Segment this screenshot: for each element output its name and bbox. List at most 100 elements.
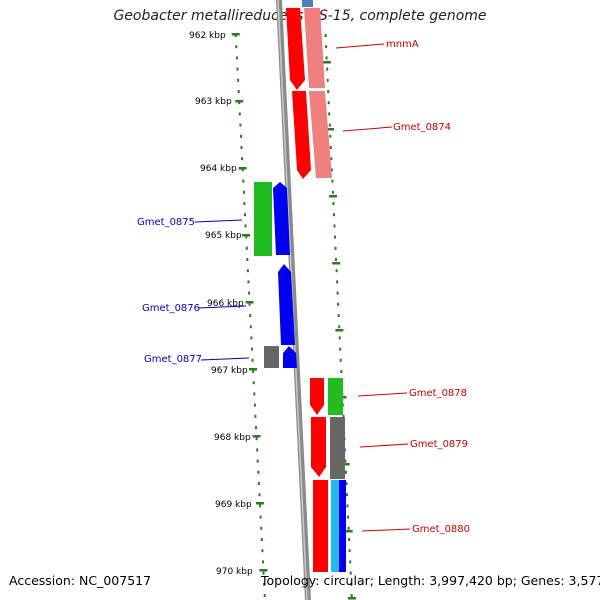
tick-mark xyxy=(349,560,352,564)
tick-mark xyxy=(245,235,248,239)
kbp-label-969: 969 kbp xyxy=(215,500,252,510)
major-tick-mark xyxy=(329,195,338,198)
gene-arrow-Gmet_0874[interactable] xyxy=(292,91,311,179)
tick-mark xyxy=(253,403,256,407)
gene-label-Gmet_0877[interactable]: Gmet_0877 xyxy=(144,354,202,365)
major-tick-mark xyxy=(341,463,350,466)
tick-mark xyxy=(345,470,347,474)
tick-mark xyxy=(257,470,260,474)
tick-mark xyxy=(243,202,246,205)
tick-mark xyxy=(236,67,239,71)
tick-mark xyxy=(235,45,238,49)
gene-label-Gmet_0876[interactable]: Gmet_0876 xyxy=(142,303,200,314)
gene-bar-mnmA[interactable] xyxy=(304,8,325,88)
genome-backbone xyxy=(276,0,311,600)
kbp-label-968: 968 kbp xyxy=(214,433,251,443)
major-tick-mark xyxy=(242,234,251,237)
tick-mark xyxy=(262,560,264,564)
tick-mark xyxy=(252,370,255,373)
tick-mark xyxy=(337,302,340,306)
tick-mark xyxy=(252,381,255,385)
tick-mark xyxy=(249,314,252,317)
major-tick-mark xyxy=(249,368,257,371)
tick-mark xyxy=(349,571,352,575)
tick-mark xyxy=(247,280,250,284)
gene-label-Gmet_0880[interactable]: Gmet_0880 xyxy=(412,524,470,535)
forward-strand-genes xyxy=(286,0,346,572)
tick-mark xyxy=(263,594,266,597)
tick-mark xyxy=(338,336,341,340)
gene-label-Gmet_0875[interactable]: Gmet_0875 xyxy=(137,217,195,228)
tick-mark xyxy=(240,146,243,149)
tick-mark xyxy=(263,582,266,586)
gene-arrow-Gmet_0878[interactable] xyxy=(310,378,324,415)
tick-mark xyxy=(331,179,334,183)
major-tick-mark xyxy=(332,262,341,265)
tick-mark xyxy=(338,325,341,329)
gene-block-top-blue[interactable] xyxy=(302,0,313,7)
tick-mark xyxy=(246,269,249,273)
major-tick-mark xyxy=(231,33,240,36)
major-tick-mark xyxy=(344,530,353,533)
tick-mark xyxy=(347,526,350,530)
tick-mark xyxy=(326,67,329,71)
tick-mark xyxy=(326,78,329,82)
gene-bar-Gmet_0880-cyan[interactable] xyxy=(331,480,339,572)
gene-arrow-Gmet_0875[interactable] xyxy=(273,182,290,255)
tick-mark xyxy=(254,414,257,418)
tick-mark xyxy=(259,515,262,519)
tick-mark xyxy=(325,45,328,49)
gene-arrow-Gmet_0880[interactable] xyxy=(313,480,328,572)
tick-mark xyxy=(237,90,240,93)
tick-mark xyxy=(244,224,247,228)
tick-mark xyxy=(330,168,333,172)
tick-mark xyxy=(249,325,252,329)
tick-mark xyxy=(346,504,349,508)
left-tick-column xyxy=(231,33,268,597)
tick-mark xyxy=(344,459,347,463)
tick-mark xyxy=(248,302,251,306)
gene-label-Gmet_0879[interactable]: Gmet_0879 xyxy=(410,439,468,450)
tick-mark xyxy=(256,459,259,463)
gene-arrow-Gmet_0877[interactable] xyxy=(283,346,297,368)
tick-mark xyxy=(342,414,345,418)
tick-mark xyxy=(337,314,340,317)
gene-bar-Gmet_0874[interactable] xyxy=(309,91,332,178)
tick-mark xyxy=(336,280,339,284)
tick-mark xyxy=(348,549,351,553)
kbp-label-967: 967 kbp xyxy=(211,366,248,376)
kbp-label-962: 962 kbp xyxy=(189,31,226,41)
gene-arrow-mnmA[interactable] xyxy=(286,8,305,90)
reverse-strand-genes xyxy=(254,182,297,368)
major-tick-mark xyxy=(322,61,331,64)
gene-bar-Gmet_0879[interactable] xyxy=(330,417,345,479)
tick-mark xyxy=(325,56,328,60)
accession-text: Accession: NC_007517 xyxy=(9,573,152,588)
gene-bar-Gmet_0877[interactable] xyxy=(264,346,279,368)
tick-mark xyxy=(244,213,246,217)
tick-mark xyxy=(347,515,350,519)
gene-bar-Gmet_0878[interactable] xyxy=(328,378,343,415)
tick-mark xyxy=(253,392,256,396)
gene-bar-Gmet_0875[interactable] xyxy=(254,182,272,256)
tick-mark xyxy=(239,123,242,127)
tick-mark xyxy=(332,202,335,205)
tick-mark xyxy=(259,504,262,508)
gene-bar-Gmet_0880-blue[interactable] xyxy=(339,480,346,572)
tick-mark xyxy=(350,582,353,586)
kbp-scale: 962 kbp 963 kbp 964 kbp 965 kbp 966 kbp … xyxy=(189,31,253,577)
major-tick-mark xyxy=(335,329,344,332)
tick-mark xyxy=(255,437,258,441)
tick-mark xyxy=(241,157,244,161)
tick-mark xyxy=(251,358,254,362)
gene-label-Gmet_0874[interactable]: Gmet_0874 xyxy=(393,122,451,133)
gene-label-mnmA[interactable]: mnmA xyxy=(386,39,419,50)
tick-mark xyxy=(334,235,336,239)
major-tick-mark xyxy=(245,301,254,304)
gene-label-Gmet_0878[interactable]: Gmet_0878 xyxy=(409,388,467,399)
gene-arrow-Gmet_0879[interactable] xyxy=(311,417,326,477)
gene-arrow-Gmet_0876[interactable] xyxy=(278,264,295,345)
tick-mark xyxy=(258,493,261,497)
tick-mark xyxy=(262,571,265,575)
